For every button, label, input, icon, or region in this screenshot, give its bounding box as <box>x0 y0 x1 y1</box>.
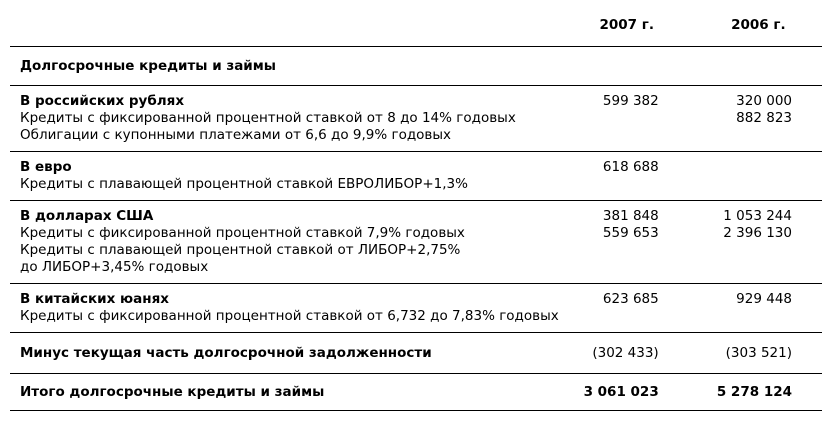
value-2006: 882 823 <box>736 110 792 126</box>
value-2006: 1 053 244 <box>723 208 792 224</box>
header-2006: 2006 г. <box>731 16 786 33</box>
group-line: Кредиты с фиксированной процентной ставк… <box>20 225 465 241</box>
group-line: Кредиты с фиксированной процентной ставк… <box>20 110 516 126</box>
header-label-cell <box>10 4 559 47</box>
group-cny: В китайских юанях Кредиты с фиксированно… <box>10 283 822 333</box>
value-2007: 618 688 <box>602 159 659 175</box>
value-2006: 2 396 130 <box>723 225 792 241</box>
group-line: Кредиты с плавающей процентной ставкой о… <box>20 242 461 258</box>
long-term-loans-table: 2007 г. 2006 г. Долгосрочные кредиты и з… <box>10 4 822 411</box>
group-rub: В российских рублях Кредиты с фиксирован… <box>10 85 822 152</box>
group-line: Кредиты с фиксированной процентной ставк… <box>20 308 559 324</box>
total-value-2007: 3 061 023 <box>558 373 695 411</box>
value-2006: 929 448 <box>736 291 792 307</box>
group-title: В долларах США <box>20 208 154 224</box>
value-2007: 599 382 <box>602 93 659 109</box>
minus-current-portion-row: Минус текущая часть долгосрочной задолже… <box>10 332 822 374</box>
group-title: В евро <box>20 159 72 175</box>
group-usd: В долларах США Кредиты с фиксированной п… <box>10 200 822 284</box>
group-line: Кредиты с плавающей процентной ставкой Е… <box>20 176 468 192</box>
header-2007: 2007 г. <box>599 16 654 33</box>
group-line: Облигации с купонными платежами от 6,6 д… <box>20 127 452 143</box>
total-row: Итого долгосрочные кредиты и займы 3 061… <box>10 373 822 411</box>
section-title-row: Долгосрочные кредиты и займы <box>10 46 822 86</box>
value-2007: 623 685 <box>602 291 659 307</box>
table-header-row: 2007 г. 2006 г. <box>10 4 822 47</box>
value-2006: 320 000 <box>736 93 792 109</box>
total-value-2006: 5 278 124 <box>694 373 822 411</box>
group-eur: В евро Кредиты с плавающей процентной ст… <box>10 151 822 201</box>
value-2007: 381 848 <box>602 208 659 224</box>
group-line: до ЛИБОР+3,45% годовых <box>20 259 209 275</box>
group-title: В российских рублях <box>20 93 185 109</box>
minus-value-2006: (303 521) <box>694 332 822 374</box>
group-title: В китайских юанях <box>20 291 169 307</box>
total-label: Итого долгосрочные кредиты и займы <box>10 373 559 411</box>
section-title: Долгосрочные кредиты и займы <box>10 46 559 86</box>
minus-value-2007: (302 433) <box>558 332 695 374</box>
value-2007: 559 653 <box>602 225 659 241</box>
minus-label: Минус текущая часть долгосрочной задолже… <box>10 332 559 374</box>
